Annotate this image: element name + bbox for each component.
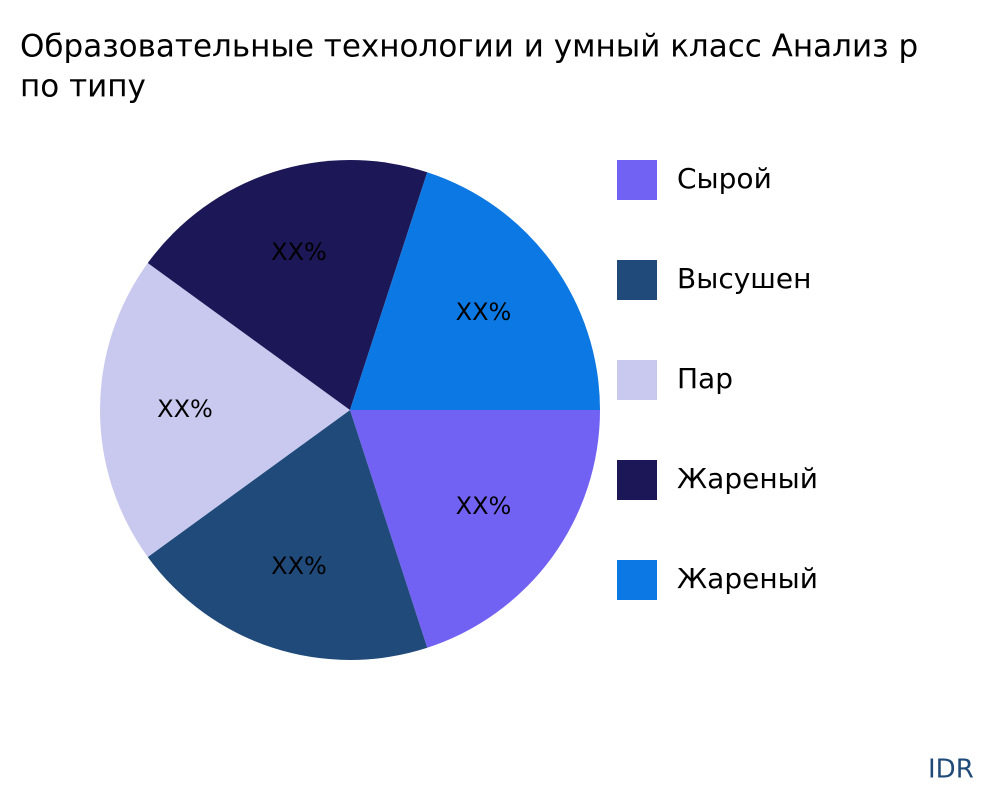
- legend-label: Сырой: [677, 162, 772, 195]
- pie-slice: [147, 160, 428, 410]
- value-label: XX%: [456, 298, 512, 326]
- value-label: XX%: [157, 395, 213, 423]
- pie-slice: [350, 410, 600, 648]
- value-label: XX%: [271, 552, 327, 580]
- legend-swatch: [617, 460, 657, 500]
- chart-title: Образовательные технологии и умный класс…: [20, 29, 918, 65]
- legend-swatch: [617, 160, 657, 200]
- pie-slice: [100, 263, 350, 557]
- pie-slice: [147, 410, 428, 660]
- legend-label: Жареный: [677, 562, 818, 595]
- value-label: XX%: [271, 238, 327, 266]
- value-label: XX%: [456, 492, 512, 520]
- legend-swatch: [617, 560, 657, 600]
- legend-label: Жареный: [677, 462, 818, 495]
- legend-label: Пар: [677, 362, 733, 395]
- chart-title: по типу: [20, 69, 146, 105]
- pie-slice: [350, 172, 600, 410]
- legend-swatch: [617, 260, 657, 300]
- source-label: IDR: [928, 755, 974, 785]
- legend-swatch: [617, 360, 657, 400]
- legend-label: Высушен: [677, 262, 811, 295]
